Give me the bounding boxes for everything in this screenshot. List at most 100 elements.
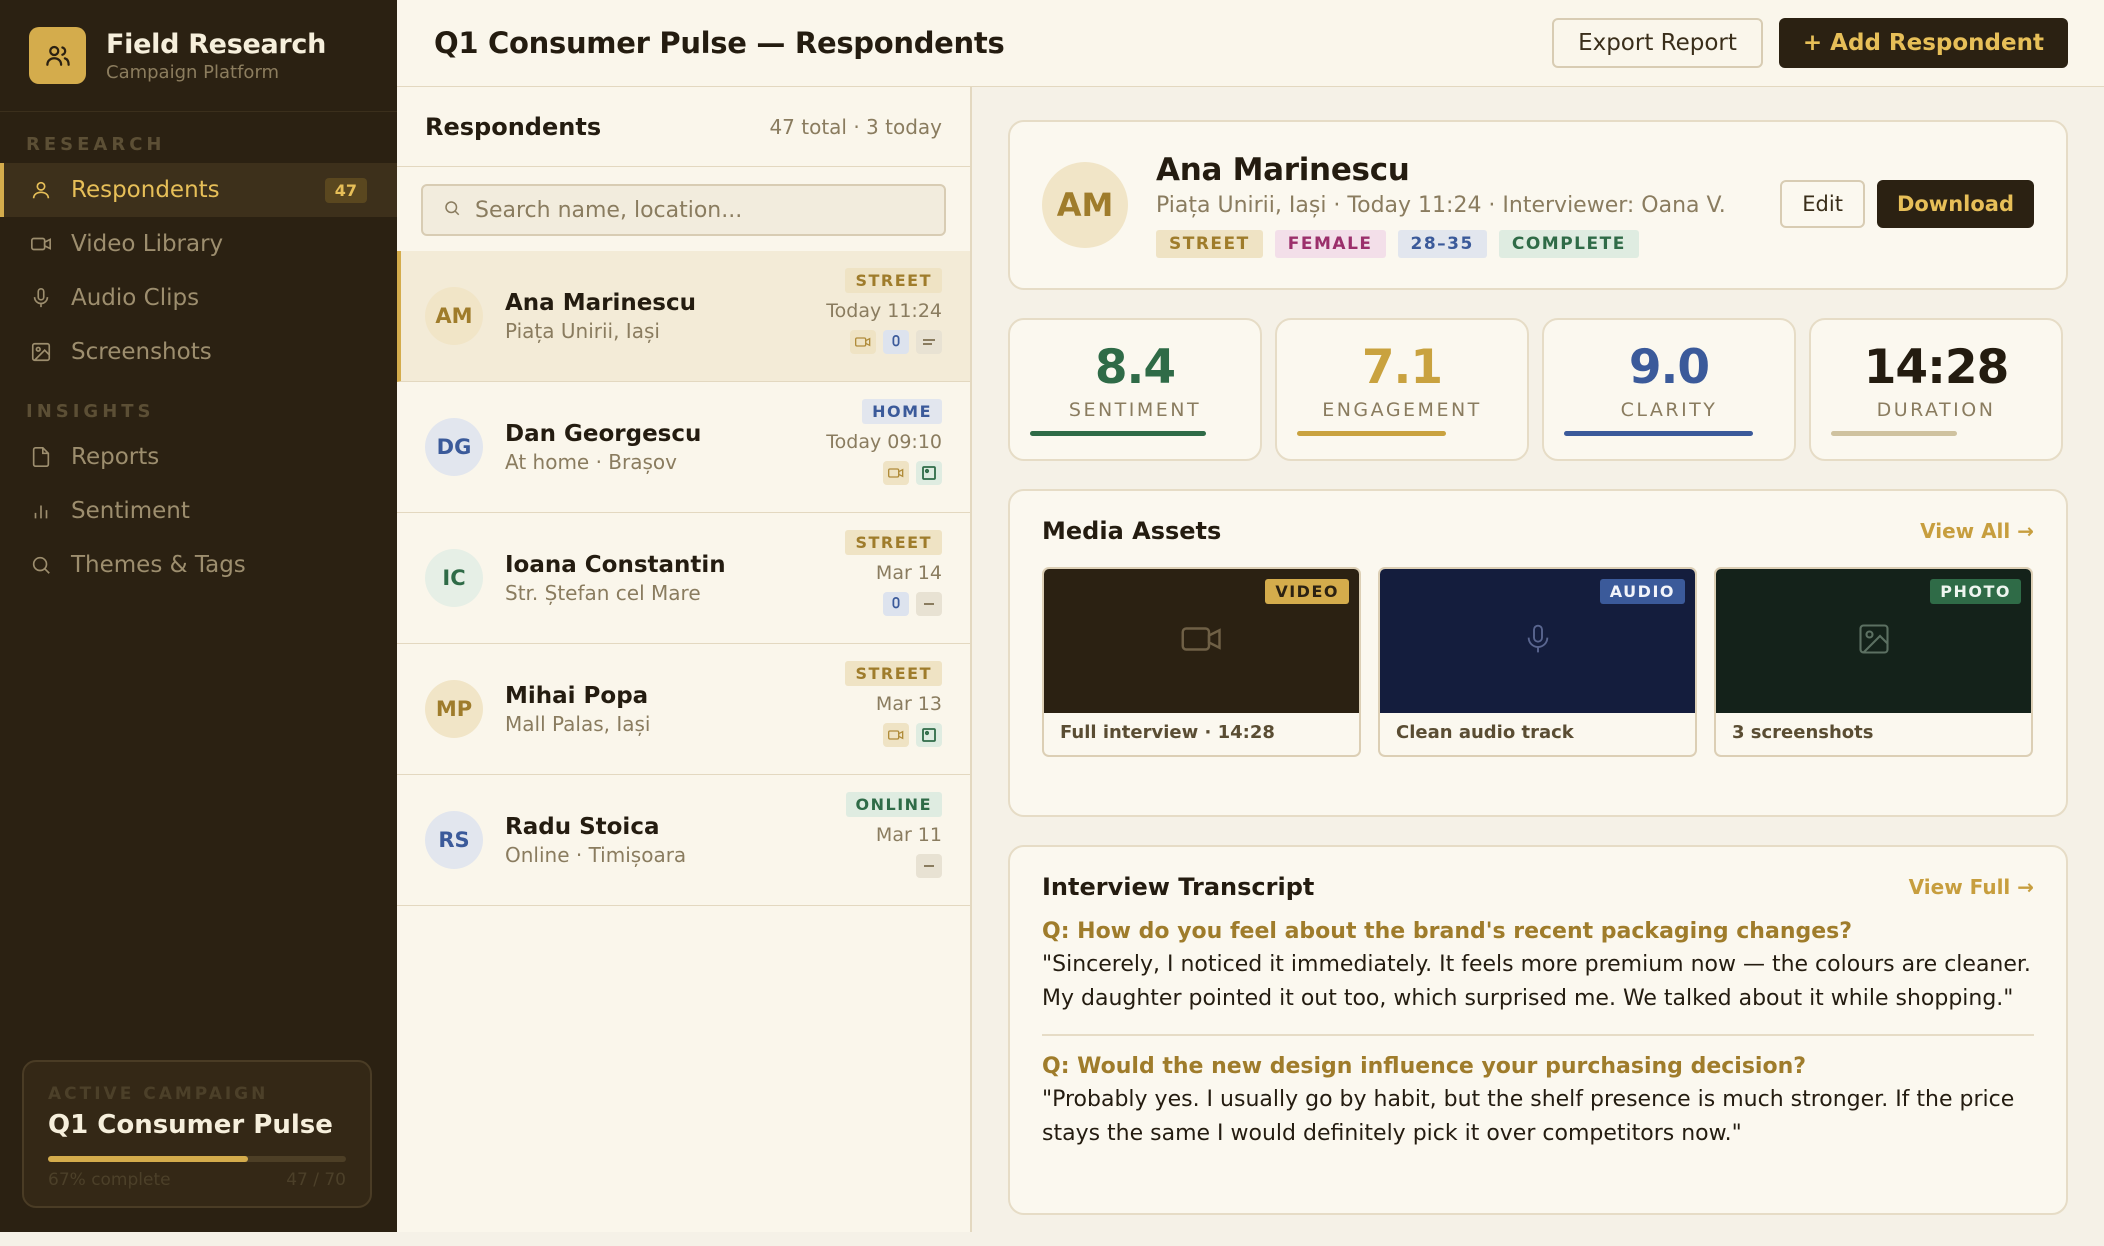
respondent-name: Ana Marinescu	[505, 289, 697, 316]
media-tile-video[interactable]: VIDEO Full interview · 14:28	[1042, 567, 1361, 757]
respondent-location: Online · Timișoara	[505, 842, 687, 867]
section-title: Media Assets	[1042, 517, 1222, 545]
list-item[interactable]: IC Ioana Constantin Str. Ștefan cel Mare…	[397, 513, 970, 644]
respondents-count-badge: 47	[324, 177, 367, 203]
location-tag: HOME	[862, 399, 942, 424]
file-icon	[29, 445, 53, 469]
media-assets-card: Media Assets View All → VIDEO Full inter…	[1008, 489, 2068, 817]
media-caption: Clean audio track	[1396, 722, 1574, 743]
respondent-time: Mar 14	[875, 562, 942, 584]
stat-label: ENGAGEMENT	[1322, 399, 1482, 421]
download-button[interactable]: Download	[1876, 180, 2034, 228]
transcript-icon	[916, 854, 942, 878]
search-icon	[29, 553, 53, 577]
stat-fill	[1297, 431, 1447, 436]
stat-bar	[1030, 431, 1240, 436]
export-report-button[interactable]: Export Report	[1552, 18, 1763, 68]
page-title: Q1 Consumer Pulse — Respondents	[434, 26, 1005, 60]
media-tile-audio[interactable]: AUDIO Clean audio track	[1378, 567, 1697, 757]
respondent-location: Mall Palas, Iași	[505, 711, 651, 736]
mic-icon	[883, 592, 909, 616]
media-tile-photo[interactable]: PHOTO 3 screenshots	[1714, 567, 2033, 757]
view-full-link[interactable]: View Full →	[1908, 875, 2034, 899]
brand-title: Field Research	[106, 28, 327, 60]
tag-age-range: 28–35	[1397, 230, 1487, 258]
media-caption: Full interview · 14:28	[1060, 722, 1275, 743]
header: Q1 Consumer Pulse — Respondents Export R…	[397, 0, 2104, 87]
transcript-answer: "Probably yes. I usually go by habit, bu…	[1042, 1087, 2015, 1146]
location-tag: STREET	[845, 530, 942, 555]
transcript-card: Interview Transcript View Full → Q: How …	[1008, 845, 2068, 1215]
sidebar-item-sentiment[interactable]: Sentiment	[0, 484, 397, 538]
search-icon	[443, 199, 461, 221]
respondent-detail-panel: AM Ana Marinescu Piața Unirii, Iași · To…	[972, 87, 2104, 1232]
sidebar-item-video-library[interactable]: Video Library	[0, 217, 397, 271]
respondent-location: At home · Brașov	[505, 449, 677, 474]
campaign-count: 47 / 70	[286, 1170, 346, 1190]
avatar: DG	[425, 418, 483, 476]
mic-icon	[883, 330, 909, 354]
location-tag: STREET	[845, 268, 942, 293]
avatar: MP	[425, 680, 483, 738]
search-input[interactable]	[475, 197, 915, 223]
list-item[interactable]: AM Ana Marinescu Piața Unirii, Iași STRE…	[397, 251, 970, 382]
tag-gender: FEMALE	[1274, 230, 1386, 258]
stat-bar	[1831, 431, 2041, 436]
search-box[interactable]	[421, 184, 946, 236]
edit-button[interactable]: Edit	[1780, 180, 1865, 228]
mic-icon	[1522, 621, 1554, 661]
transcript-question: Q: Would the new design influence your p…	[1042, 1054, 1807, 1079]
list-item[interactable]: RS Radu Stoica Online · Timișoara ONLINE…	[397, 775, 970, 906]
stat-fill	[1564, 431, 1753, 436]
sidebar: Field Research Campaign Platform RESEARC…	[0, 0, 397, 1232]
respondents-list: AM Ana Marinescu Piața Unirii, Iași STRE…	[397, 251, 970, 906]
sidebar-item-label: Video Library	[71, 231, 224, 257]
transcript-question: Q: How do you feel about the brand's rec…	[1042, 919, 1853, 944]
respondent-time: Mar 11	[875, 824, 942, 846]
list-item[interactable]: MP Mihai Popa Mall Palas, Iași STREET Ma…	[397, 644, 970, 775]
list-count: 47 total · 3 today	[769, 114, 942, 139]
respondent-time: Mar 13	[875, 693, 942, 715]
active-campaign-card[interactable]: ACTIVE CAMPAIGN Q1 Consumer Pulse 67% co…	[22, 1060, 372, 1208]
respondent-time: Today 09:10	[826, 431, 942, 453]
sidebar-item-label: Sentiment	[71, 498, 190, 524]
transcript-icon	[916, 330, 942, 354]
sidebar-item-screenshots[interactable]: Screenshots	[0, 325, 397, 379]
main-area: Q1 Consumer Pulse — Respondents Export R…	[397, 0, 2104, 1232]
image-icon	[916, 723, 942, 747]
list-item[interactable]: DG Dan Georgescu At home · Brașov HOME T…	[397, 382, 970, 513]
sidebar-item-label: Themes & Tags	[71, 552, 246, 578]
section-title: Interview Transcript	[1042, 873, 1315, 901]
transcript-icon	[916, 592, 942, 616]
respondent-time: Today 11:24	[826, 300, 942, 322]
profile-card: AM Ana Marinescu Piața Unirii, Iași · To…	[1008, 120, 2068, 290]
stat-clarity: 9.0 CLARITY	[1542, 318, 1796, 461]
mic-icon	[29, 286, 53, 310]
respondent-name: Dan Georgescu	[505, 420, 702, 447]
stat-value: 9.0	[1628, 340, 1710, 395]
stat-value: 8.4	[1094, 340, 1176, 395]
stat-value: 14:28	[1863, 340, 2010, 395]
view-all-link[interactable]: View All →	[1920, 519, 2034, 543]
sidebar-item-themes-tags[interactable]: Themes & Tags	[0, 538, 397, 592]
sidebar-item-label: Screenshots	[71, 339, 212, 365]
respondent-name: Radu Stoica	[505, 813, 660, 840]
media-badge: VIDEO	[1265, 579, 1349, 604]
nav-section-insights: INSIGHTS	[26, 401, 155, 422]
stat-value: 7.1	[1361, 340, 1443, 395]
respondent-location: Str. Ștefan cel Mare	[505, 580, 701, 605]
brand-subtitle: Campaign Platform	[106, 61, 280, 83]
media-badge: PHOTO	[1930, 579, 2021, 604]
sidebar-item-label: Reports	[71, 444, 160, 470]
stat-bar	[1297, 431, 1507, 436]
sidebar-item-reports[interactable]: Reports	[0, 430, 397, 484]
sidebar-item-respondents[interactable]: Respondents 47	[0, 163, 397, 217]
sidebar-item-audio-clips[interactable]: Audio Clips	[0, 271, 397, 325]
respondents-list-panel: Respondents 47 total · 3 today AM Ana Ma…	[397, 87, 972, 1232]
respondent-location: Piața Unirii, Iași	[505, 318, 660, 343]
add-respondent-button[interactable]: + Add Respondent	[1778, 18, 2068, 68]
campaign-progress-bar	[48, 1156, 346, 1162]
sidebar-item-label: Respondents	[71, 177, 220, 203]
video-icon	[883, 723, 909, 747]
stat-sentiment: 8.4 SENTIMENT	[1008, 318, 1262, 461]
